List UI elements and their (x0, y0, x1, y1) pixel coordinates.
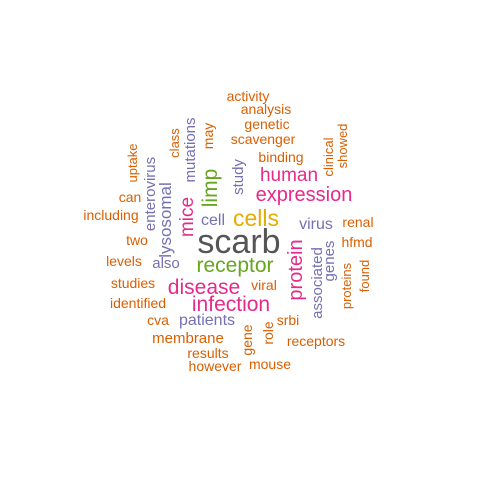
word-can: can (119, 189, 142, 205)
word-identified: identified (110, 295, 166, 311)
word-genetic: genetic (244, 116, 289, 132)
word-levels: levels (106, 253, 142, 269)
word-renal: renal (342, 214, 373, 230)
word-clinical: clinical (321, 137, 336, 176)
word-also: also (152, 255, 180, 272)
word-found: found (357, 260, 372, 293)
word-cells: cells (233, 205, 279, 231)
word-enterovirus: enterovirus (142, 157, 159, 231)
word-proteins: proteins (339, 262, 354, 309)
word-mouse: mouse (249, 356, 291, 372)
word-two: two (126, 232, 148, 248)
word-limp: limp (199, 169, 222, 208)
word-results: results (187, 345, 228, 361)
word-may: may (200, 123, 216, 149)
word-uptake: uptake (125, 143, 140, 182)
word-human: human (260, 165, 318, 186)
word-associated: associated (309, 247, 326, 319)
word-binding: binding (258, 149, 303, 165)
word-cva: cva (147, 312, 169, 328)
word-scavenger: scavenger (231, 131, 296, 147)
word-genes: genes (321, 241, 338, 282)
word-showed: showed (335, 124, 350, 169)
word-role: role (260, 321, 276, 345)
word-protein: protein (285, 239, 307, 300)
word-infection: infection (192, 293, 270, 316)
word-mice: mice (177, 197, 198, 237)
word-cell: cell (201, 212, 225, 229)
word-activity: activity (227, 88, 270, 104)
word-however: however (189, 358, 242, 374)
word-disease: disease (168, 276, 240, 299)
word-patients: patients (179, 312, 235, 329)
word-lysosomal: lysosomal (156, 182, 175, 258)
word-srbi: srbi (277, 312, 300, 328)
word-virus: virus (299, 216, 333, 233)
word-mutations: mutations (182, 117, 199, 182)
word-scarb: scarb (197, 223, 280, 261)
word-viral: viral (251, 277, 277, 293)
word-receptors: receptors (287, 333, 345, 349)
word-gene: gene (239, 324, 255, 355)
word-expression: expression (256, 184, 353, 206)
word-including: including (83, 207, 138, 223)
word-class: class (167, 128, 182, 158)
word-analysis: analysis (241, 101, 292, 117)
word-study: study (230, 159, 247, 195)
word-membrane: membrane (152, 330, 224, 347)
word-studies: studies (111, 275, 155, 291)
word-receptor: receptor (196, 254, 273, 277)
word-hfmd: hfmd (341, 234, 372, 250)
